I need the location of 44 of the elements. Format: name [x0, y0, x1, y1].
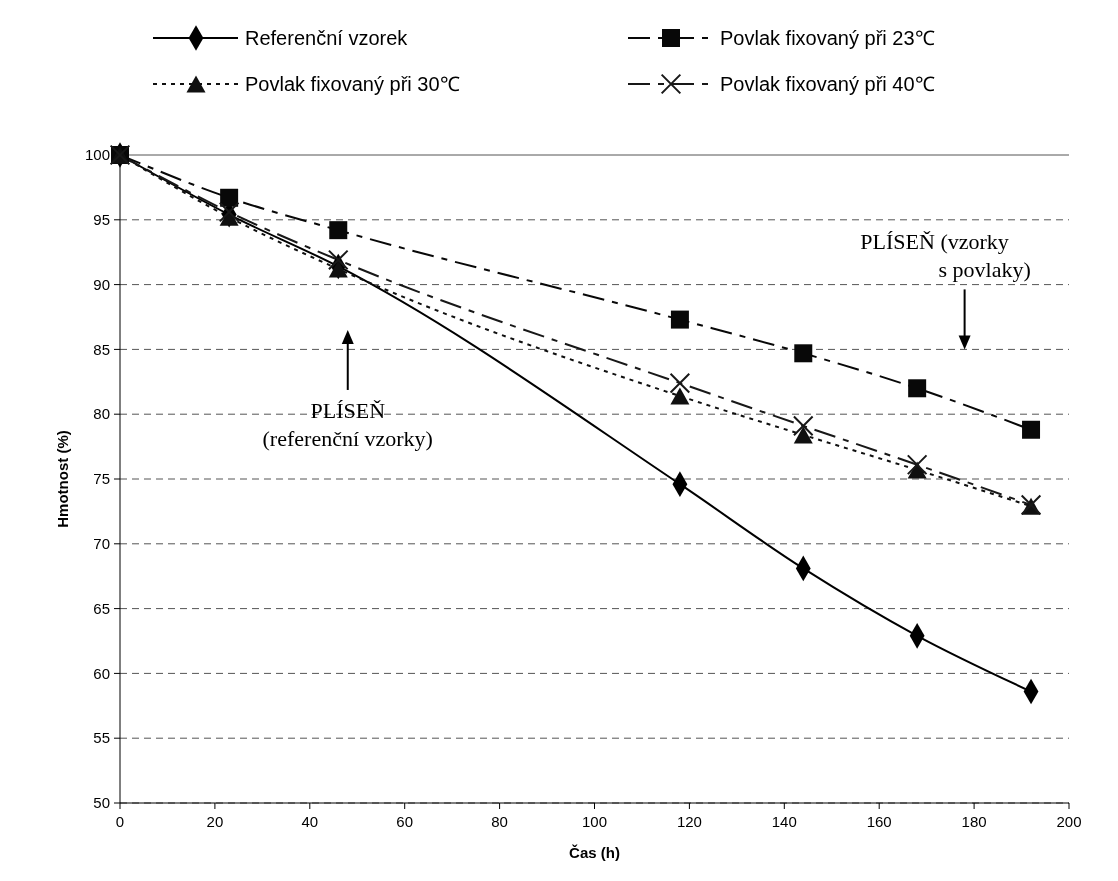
annotation: PLÍSEŇ (referenční vzorky)	[262, 397, 433, 451]
annotation: PLÍSEŇ (vzorky s povlaky)	[860, 229, 1031, 283]
y-tick-label: 75	[93, 470, 110, 488]
x-tick-label: 40	[301, 813, 319, 830]
point	[793, 426, 813, 444]
y-tick-label: 85	[93, 340, 110, 358]
x-tick-label: 0	[115, 813, 125, 830]
x-tick-label: 80	[491, 813, 508, 830]
x-tick-label: 140	[771, 813, 797, 830]
point	[792, 415, 814, 437]
x-axis-title: Čas (h)	[569, 844, 620, 861]
point	[218, 201, 240, 223]
x-tick-label: 100	[581, 813, 608, 830]
y-tick-label: 95	[93, 211, 110, 229]
y-tick-label: 60	[93, 664, 110, 682]
y-tick-label: 65	[93, 599, 110, 617]
point	[327, 249, 349, 271]
y-tick-label: 50	[93, 794, 110, 812]
point	[1022, 420, 1041, 439]
x-tick-label: 20	[206, 813, 224, 830]
point	[329, 221, 348, 240]
point	[906, 454, 928, 476]
point	[670, 310, 689, 329]
y-tick-label: 80	[93, 405, 110, 423]
x-tick-label: 120	[676, 813, 702, 830]
x-tick-label: 200	[1056, 813, 1082, 830]
point	[220, 188, 239, 207]
legend-label: Referenční vzorek	[245, 27, 409, 49]
y-tick-label: 70	[93, 535, 110, 553]
legend-label: Povlak fixovaný při 40℃	[720, 73, 935, 95]
y-axis-title: Hmotnost (%)	[54, 430, 71, 528]
x-tick-label: 160	[866, 813, 892, 830]
point	[670, 387, 690, 405]
x-tick-label: 180	[961, 813, 987, 830]
legend-label: Povlak fixovaný při 30℃	[245, 73, 460, 95]
y-tick-label: 55	[93, 729, 110, 747]
legend-label: Povlak fixovaný při 23℃	[720, 27, 935, 49]
y-tick-label: 100	[84, 146, 110, 164]
x-tick-label: 60	[396, 813, 414, 830]
point	[794, 344, 813, 363]
point	[669, 372, 691, 394]
point	[908, 379, 927, 398]
point	[328, 260, 348, 278]
y-tick-label: 90	[93, 275, 110, 293]
